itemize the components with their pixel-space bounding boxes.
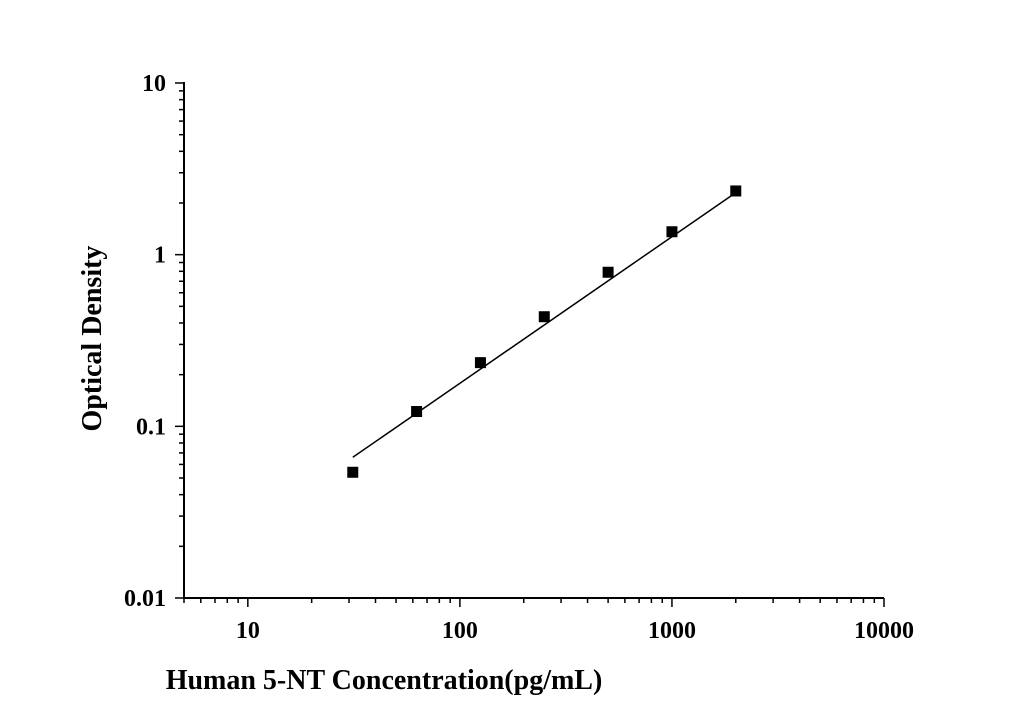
y-axis-ticks: 0.01 0.1 1 10 [124, 71, 184, 612]
data-point [538, 311, 550, 323]
data-point [347, 466, 359, 478]
y-tick-label: 1 [154, 243, 166, 269]
data-point [474, 357, 486, 369]
x-tick-label: 10000 [854, 618, 914, 644]
x-tick-label: 10 [236, 618, 260, 644]
y-tick-label: 0.01 [124, 586, 166, 612]
data-point [666, 226, 678, 238]
axes [183, 82, 884, 599]
data-point [730, 185, 742, 197]
data-points [347, 185, 742, 478]
data-point [602, 266, 614, 278]
x-axis-ticks: 10 100 1000 10000 [183, 598, 914, 644]
data-point [411, 406, 423, 418]
fit-line [352, 191, 737, 458]
y-axis-title: Optical Density [77, 246, 108, 432]
x-axis-title: Human 5-NT Concentration(pg/mL) [166, 665, 603, 696]
x-tick-label: 100 [442, 618, 478, 644]
x-tick-label: 1000 [648, 618, 696, 644]
y-tick-label: 10 [142, 71, 166, 97]
y-tick-label: 0.1 [136, 414, 166, 440]
